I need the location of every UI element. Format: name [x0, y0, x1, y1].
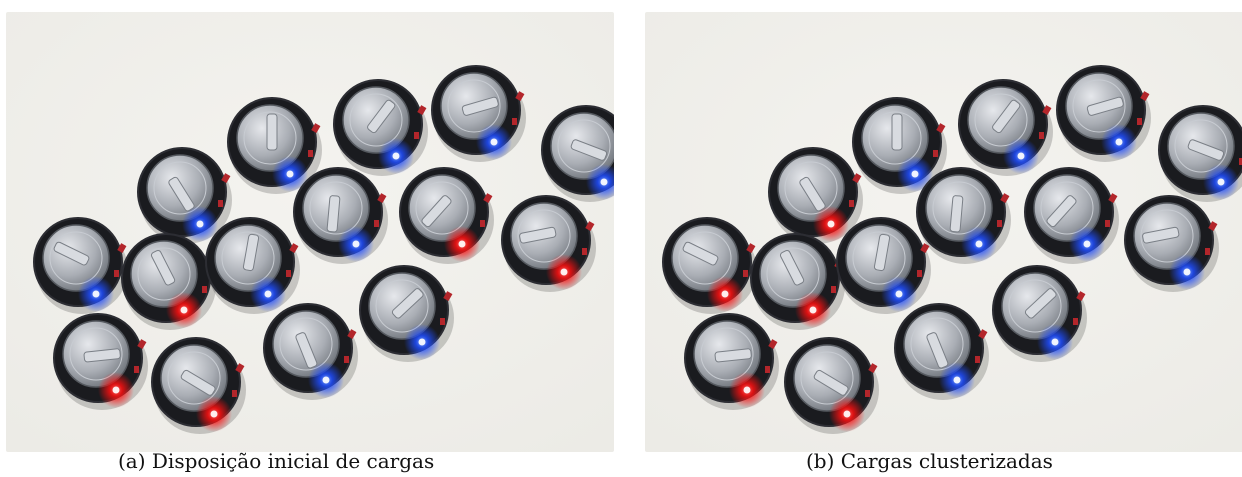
caption-b: (b) Cargas clusterizadas [806, 449, 1053, 473]
robot [958, 79, 1053, 176]
robot [662, 217, 757, 314]
robot [359, 265, 454, 362]
robot [836, 217, 931, 314]
robot [1158, 105, 1242, 202]
robot [541, 105, 614, 202]
robot [53, 313, 148, 410]
robot [784, 337, 879, 434]
robot [227, 97, 322, 194]
robot [750, 233, 845, 330]
caption-a: (a) Disposição inicial de cargas [118, 449, 435, 473]
robot [151, 337, 246, 434]
figure-b: (b) Cargas clusterizadas [621, 0, 1242, 477]
robot [205, 217, 300, 314]
figure-a: (a) Disposição inicial de cargas [6, 12, 614, 473]
robot-swarm-photo [6, 12, 614, 452]
robot [852, 97, 947, 194]
robot [137, 147, 232, 244]
robot [121, 233, 216, 330]
robot [894, 303, 989, 400]
robot [501, 195, 596, 292]
robot [684, 313, 779, 410]
photo-initial-arrangement [6, 12, 614, 452]
robot [399, 167, 494, 264]
robot [1024, 167, 1119, 264]
robot [263, 303, 358, 400]
photo-clustered-charges [645, 12, 1242, 452]
robot-swarm-photo [645, 12, 1242, 452]
robot [431, 65, 526, 162]
robot [333, 79, 428, 176]
robot [293, 167, 388, 264]
robot [992, 265, 1087, 362]
robot [33, 217, 128, 314]
robot [1056, 65, 1151, 162]
robot [916, 167, 1011, 264]
robot [768, 147, 863, 244]
robot [1124, 195, 1219, 292]
